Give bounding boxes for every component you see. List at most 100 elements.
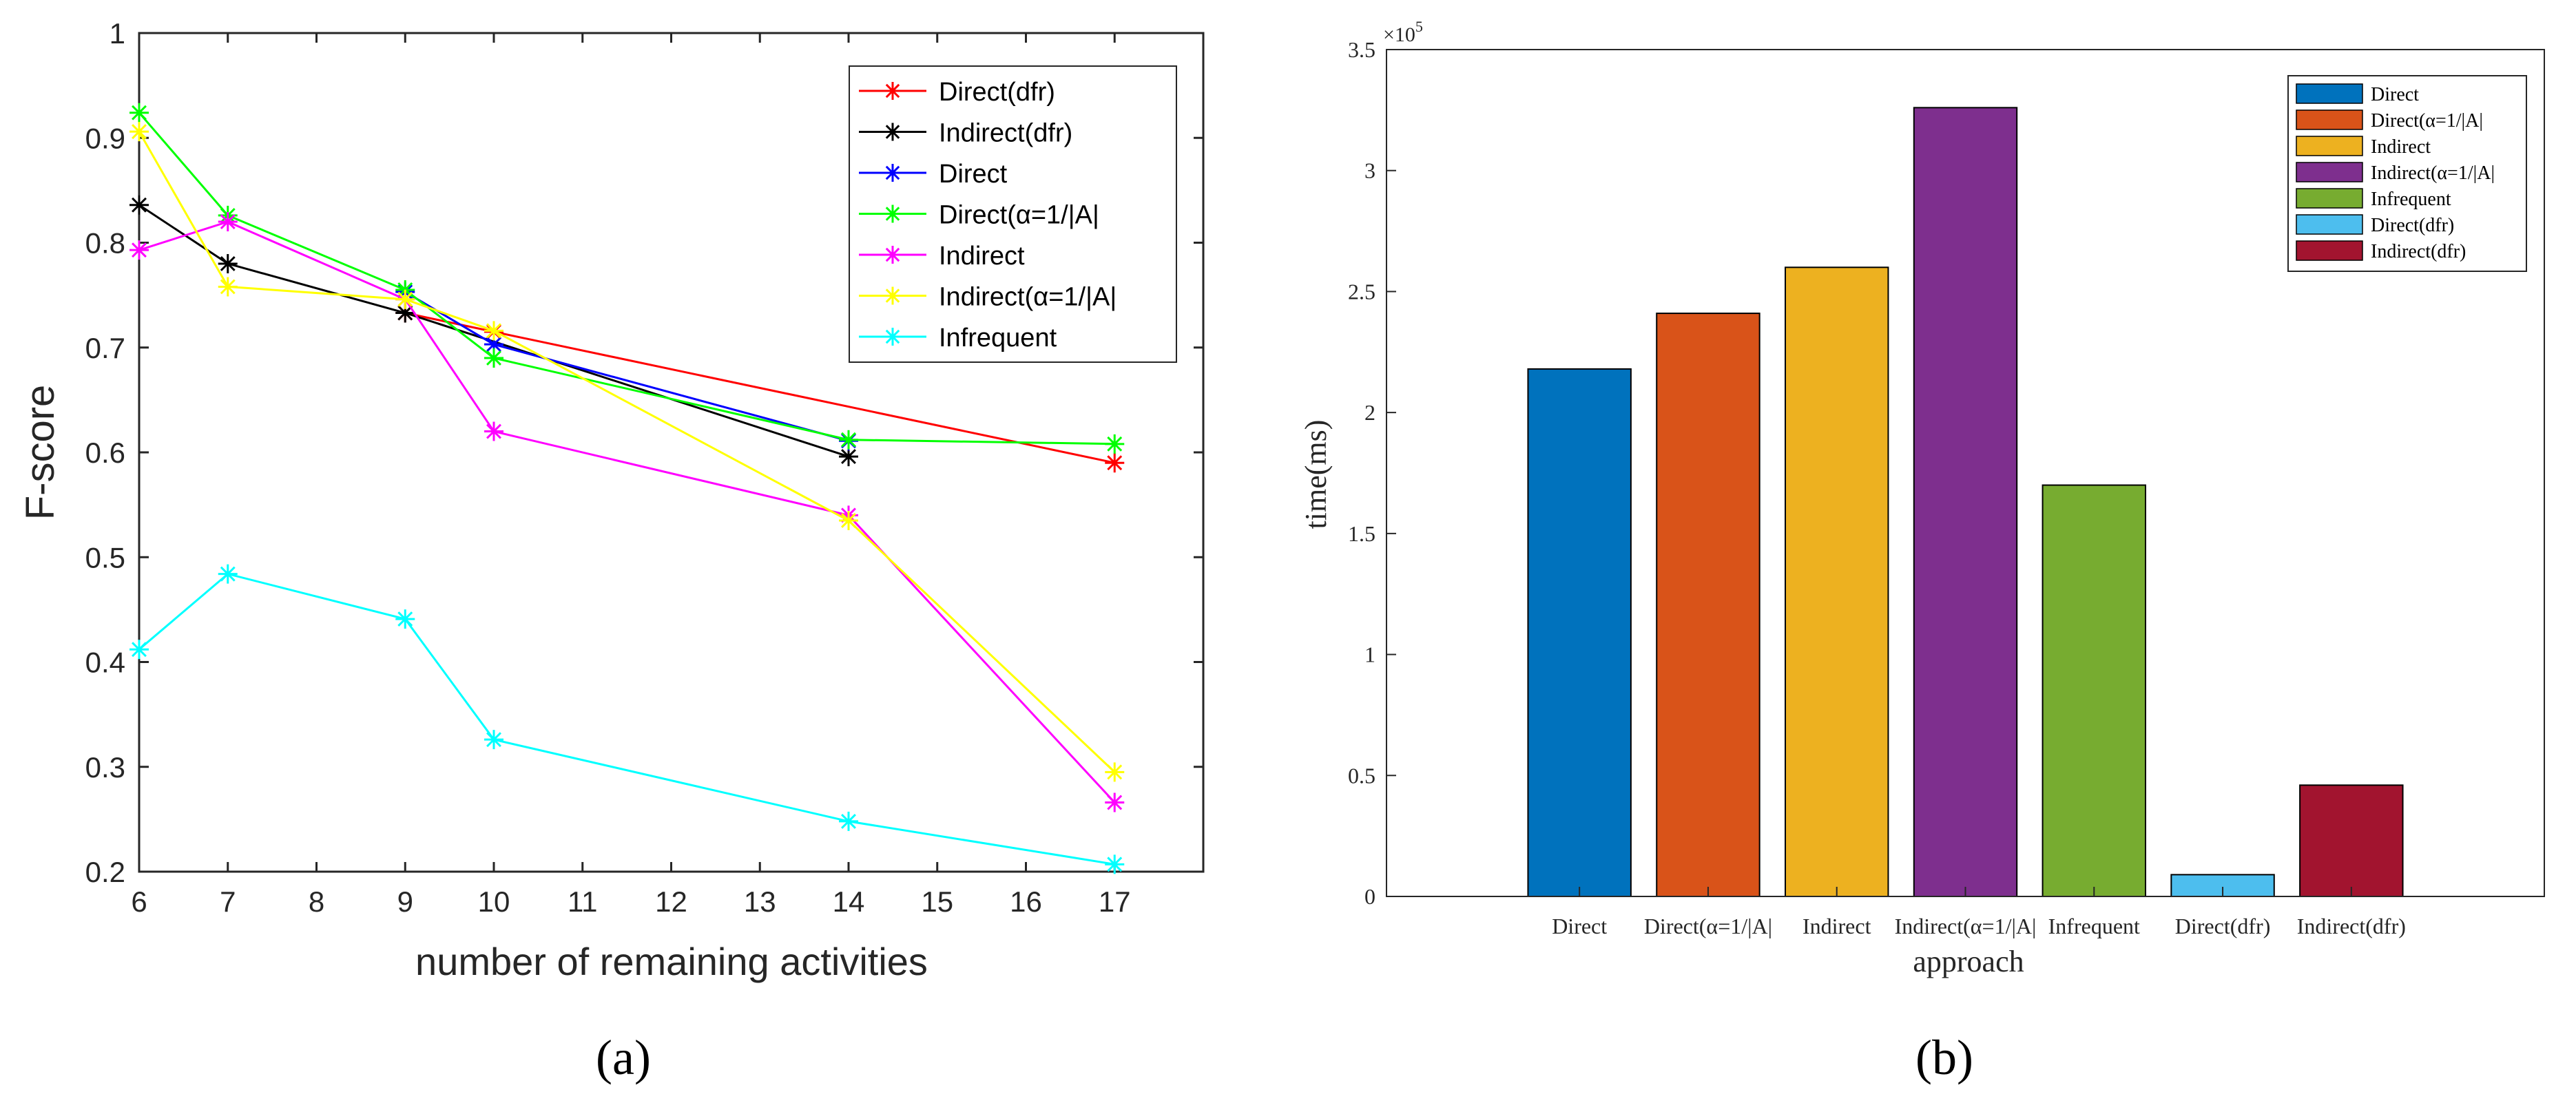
y-tick-label: 0.2: [85, 856, 125, 888]
data-point-marker: [1105, 792, 1125, 812]
x-tick-label: Indirect: [1803, 914, 1871, 938]
bar-chart-y-exponent-base: ×10: [1383, 23, 1415, 46]
legend-swatch: [2296, 240, 2363, 261]
x-tick-label: 9: [397, 885, 413, 918]
bar: [1913, 107, 2018, 897]
legend-item: Direct(α=1/|A|: [2296, 109, 2483, 132]
series-line: [138, 572, 1115, 865]
data-point-marker: [484, 730, 503, 750]
legend-swatch: [2296, 109, 2363, 130]
legend-label: Direct(dfr): [939, 78, 1055, 107]
bar: [2299, 784, 2404, 898]
bar: [1656, 313, 1760, 897]
y-tick-label: 0.9: [85, 122, 125, 154]
line-chart-legend: Direct(dfr) Indirect(dfr) Direct Direct(α=1…: [849, 65, 1177, 363]
legend-swatch: [2296, 136, 2363, 156]
bar: [1527, 368, 1632, 897]
legend-item: Indirect: [859, 242, 1025, 271]
data-point-marker: [484, 335, 503, 355]
bar-chart-panel: Direct Direct(α=1/|A| Indirect Indirect(α=1…: [1299, 18, 2545, 1085]
line-series: [129, 564, 1125, 874]
bar-chart-x-axis-label: approach: [1913, 945, 2024, 978]
data-point-marker: [1105, 854, 1125, 874]
legend-item: Direct(α=1/|A|: [859, 201, 1099, 230]
x-tick-label: 15: [921, 885, 953, 918]
x-tick-label: 17: [1099, 885, 1131, 918]
legend-item: Direct(dfr): [2296, 214, 2454, 236]
x-tick-label: Infrequent: [2048, 914, 2140, 938]
legend-label: Indirect: [939, 242, 1025, 271]
legend-item: Direct: [859, 160, 1008, 189]
panel-a-label: (a): [596, 1030, 651, 1085]
bar-chart-bars: [1527, 107, 2404, 898]
legend-marker: [884, 123, 902, 141]
bar: [2042, 484, 2146, 897]
legend-item: Direct: [2296, 83, 2419, 105]
y-tick-label: 0.6: [85, 437, 125, 469]
data-point-marker: [218, 277, 238, 297]
legend-swatch: [2296, 83, 2363, 104]
x-tick-label: 16: [1010, 885, 1042, 918]
line-chart-series: [129, 103, 1125, 874]
data-point-marker: [839, 811, 858, 831]
series-line: [138, 112, 1115, 445]
bar-chart-legend: Direct Direct(α=1/|A| Indirect Indirect(α=1…: [2287, 75, 2527, 272]
legend-swatch: [2296, 214, 2363, 235]
panel-b-label: (b): [1915, 1030, 1973, 1085]
legend-item: Indirect(α=1/|A|: [859, 283, 1116, 312]
bar-chart-ticks: Direct Direct(α=1/|A| Indirect Indirect(α=1…: [1348, 37, 2406, 938]
data-point-marker: [129, 103, 149, 123]
legend-label: Indirect(α=1/|A|: [939, 283, 1116, 312]
line-chart-x-axis-label: number of remaining activities: [415, 940, 928, 983]
data-point-marker: [129, 122, 149, 142]
legend-marker: [884, 246, 902, 264]
legend-label: Indirect(α=1/|A|: [2371, 162, 2495, 184]
legend-item: Indirect(dfr): [2296, 240, 2466, 262]
legend-item: Indirect(α=1/|A|: [2296, 162, 2495, 184]
y-tick-label: 1.5: [1348, 521, 1375, 546]
x-tick-label: 8: [309, 885, 324, 918]
bar-chart-y-exponent-power: 5: [1415, 18, 1423, 35]
y-tick-label: 3: [1364, 158, 1375, 183]
data-point-marker: [484, 348, 503, 368]
data-point-marker: [395, 609, 415, 629]
data-point-marker: [129, 195, 149, 215]
x-tick-label: 7: [220, 885, 236, 918]
y-tick-label: 1: [110, 17, 125, 50]
bar-chart-y-axis-label: time(ms): [1299, 420, 1333, 529]
x-tick-label: Direct(α=1/|A|: [1644, 914, 1772, 938]
line-chart-ticks: 6 7 8 9 10 11 12 13 14 15 16 17 0.2 0.3 0.4 0.5 0.6 0.7 0.…: [85, 17, 1203, 918]
legend-label: Indirect(dfr): [939, 119, 1072, 148]
legend-label: Indirect: [2371, 136, 2431, 158]
line-chart-y-axis-label: F-score: [18, 385, 63, 521]
line-chart-panel: 6 7 8 9 10 11 12 13 14 15 16 17 0.2 0.3 0.4 0.5 0.6 0.7 0.…: [18, 17, 1205, 1085]
x-tick-label: 10: [478, 885, 510, 918]
data-point-marker: [129, 240, 149, 260]
data-point-marker: [1105, 762, 1125, 782]
legend-swatch: [2296, 162, 2363, 182]
x-tick-label: Direct: [1552, 914, 1607, 938]
legend-item: Infrequent: [2296, 188, 2451, 210]
legend-label: Indirect(dfr): [2371, 241, 2466, 262]
data-point-marker: [129, 640, 149, 660]
data-point-marker: [839, 430, 858, 450]
legend-item: Direct(dfr): [859, 78, 1055, 107]
data-point-marker: [1105, 453, 1125, 473]
y-tick-label: 0.7: [85, 332, 125, 364]
legend-item: Infrequent: [859, 324, 1057, 353]
legend-marker: [884, 328, 902, 346]
x-tick-label: 12: [655, 885, 687, 918]
legend-label: Direct(α=1/|A|: [939, 201, 1099, 230]
y-tick-label: 0.5: [1348, 763, 1375, 788]
series-line: [138, 131, 1116, 773]
legend-item: Indirect(dfr): [859, 119, 1072, 148]
data-point-marker: [218, 212, 238, 232]
legend-label: Direct: [939, 160, 1008, 189]
data-point-marker: [1105, 434, 1125, 454]
legend-marker: [884, 82, 902, 100]
x-tick-label: Indirect(α=1/|A|: [1895, 914, 2037, 938]
bar-chart-y-exponent: ×105: [1383, 18, 1423, 46]
legend-label: Infrequent: [939, 324, 1057, 353]
y-tick-label: 0.8: [85, 227, 125, 260]
